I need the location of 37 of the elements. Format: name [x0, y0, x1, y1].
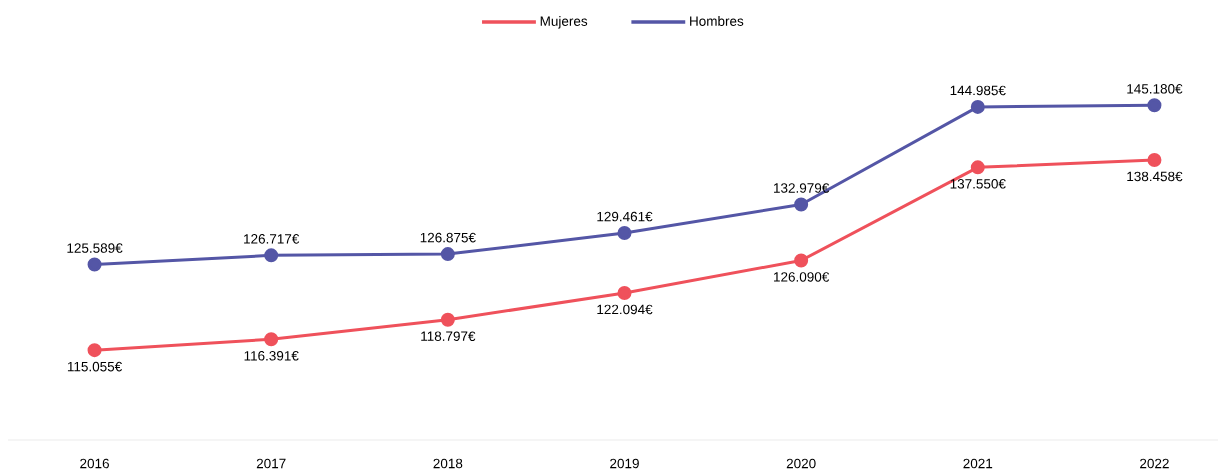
point — [440, 247, 455, 262]
data-label: 126.717€ — [244, 234, 300, 244]
data-label: 126.090€ — [774, 272, 830, 282]
data-label: 122.094€ — [597, 304, 653, 315]
data-label: 132.979€ — [774, 183, 830, 193]
x-tick-label: 2019 — [610, 458, 639, 469]
x-tick-label: 2018 — [433, 458, 463, 469]
data-label: 118.797€ — [421, 331, 476, 341]
data-label: 137.550€ — [950, 179, 1006, 189]
point — [617, 226, 632, 241]
data-label: 144.985€ — [950, 85, 1006, 96]
data-label: 115.055€ — [67, 361, 123, 372]
point — [794, 197, 809, 212]
x-tick-label: 2017 — [256, 458, 286, 469]
x-tick-label: 2016 — [80, 458, 109, 469]
point — [1147, 152, 1162, 167]
data-label: 125.589€ — [67, 243, 123, 253]
point — [264, 248, 279, 263]
x-tick-label: 2020 — [786, 458, 816, 469]
point — [440, 312, 455, 327]
point — [87, 343, 102, 358]
point — [970, 99, 985, 114]
point — [264, 332, 279, 347]
data-label: 129.461€ — [597, 211, 653, 222]
data-label: 138.458€ — [1127, 171, 1183, 182]
point — [87, 257, 102, 272]
x-tick-label: 2021 — [963, 458, 993, 469]
point — [1147, 98, 1162, 113]
legend-label: Hombres — [690, 16, 744, 26]
x-tick-label: 2022 — [1140, 458, 1169, 469]
data-label: 145.180€ — [1127, 84, 1183, 94]
data-label: 126.875€ — [420, 232, 476, 243]
data-label: 116.391€ — [244, 351, 299, 361]
point — [794, 253, 809, 268]
point — [970, 160, 985, 175]
legend-label: Mujeres — [540, 16, 588, 29]
point — [617, 285, 632, 300]
